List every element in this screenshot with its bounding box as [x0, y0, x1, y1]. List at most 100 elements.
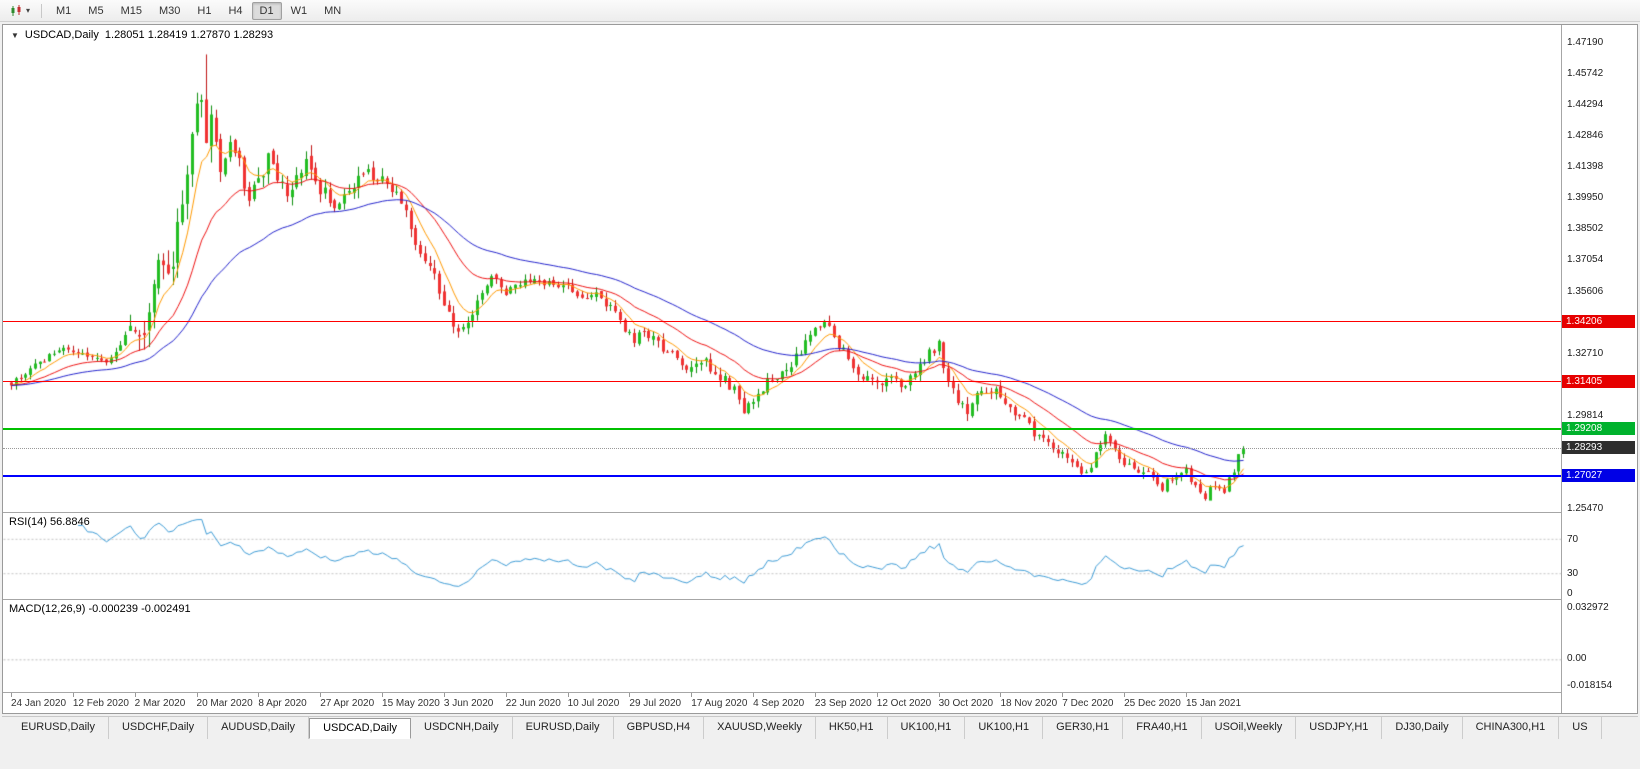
time-axis-tick: [1000, 693, 1002, 697]
toolbar-separator: [41, 3, 43, 18]
price-axis-label: 1.45742: [1567, 68, 1604, 80]
price-axis-label: 1.47190: [1567, 37, 1604, 48]
date-label: 25 Dec 2020: [1124, 698, 1181, 709]
price-axis-label: 1.42846: [1567, 130, 1604, 142]
time-axis-tick: [11, 693, 12, 697]
chart-tab-ger30-h1[interactable]: GER30,H1: [1043, 717, 1124, 739]
chart-tab-usdcnh-daily[interactable]: USDCNH,Daily: [411, 717, 513, 739]
time-axis-tick: [938, 693, 940, 697]
candlestick-chart-icon: [11, 4, 21, 16]
timeframe-button-m5[interactable]: M5: [88, 4, 104, 17]
current-price-line[interactable]: [3, 447, 1561, 449]
chart-tab-gbpusd-h4[interactable]: GBPUSD,H4: [614, 717, 705, 739]
chart-title-overlay: ▼ USDCAD,Daily 1.28051 1.28419 1.27870 1…: [11, 29, 273, 41]
timeframe-button-d1[interactable]: D1: [251, 1, 282, 20]
chart-tab-china300-h1[interactable]: CHINA300,H1: [1463, 717, 1560, 739]
date-label: 2 Mar 2020: [134, 698, 186, 709]
chart-tab-hk50-h1[interactable]: HK50,H1: [816, 717, 888, 739]
price-axis-label: 1.25470: [1567, 503, 1604, 514]
time-axis-tick: [1062, 693, 1064, 697]
timeframe-button-m1[interactable]: M1: [56, 4, 72, 17]
macd-indicator-canvas[interactable]: [3, 600, 1561, 692]
date-label: 10 Jul 2020: [567, 698, 620, 709]
chart-tab-uk100-h1[interactable]: UK100,H1: [888, 717, 966, 739]
chart-tab-usdchf-daily[interactable]: USDCHF,Daily: [109, 717, 209, 739]
price-axis-label: 1.37054: [1567, 254, 1604, 266]
price-axis-separator[interactable]: [1561, 25, 1562, 713]
resistance-line-1-34206[interactable]: [3, 321, 1561, 323]
timeframe-button-mn[interactable]: MN: [324, 4, 342, 17]
time-axis-tick: [629, 693, 631, 697]
price-chart-canvas[interactable]: [3, 25, 1561, 512]
resistance-line-1-31405[interactable]: [3, 381, 1561, 383]
date-label: 24 Jan 2020: [11, 698, 67, 709]
time-axis-tick: [567, 693, 569, 697]
time-axis-tick: [320, 693, 322, 697]
macd-axis-label: 0.032972: [1567, 602, 1609, 613]
time-axis-tick: [1124, 693, 1126, 697]
panel-separator[interactable]: [3, 512, 1637, 513]
price-axis-label: 1.38502: [1567, 223, 1604, 235]
date-label: 17 Aug 2020: [691, 698, 748, 709]
chart-tab-usdjpy-h1[interactable]: USDJPY,H1: [1296, 717, 1383, 739]
time-axis-tick: [196, 693, 198, 697]
time-axis-tick: [382, 693, 384, 697]
date-label: 20 Mar 2020: [196, 698, 253, 709]
price-axis-label: 1.29814: [1567, 409, 1604, 421]
timeframe-button-m15[interactable]: M15: [120, 4, 142, 17]
top-toolbar: ▾ M1 M5 M15 M30 H1 H4 D1 W1 MN: [0, 0, 1640, 22]
chart-window: ▼ USDCAD,Daily 1.28051 1.28419 1.27870 1…: [2, 24, 1638, 714]
price-axis[interactable]: 1.47190 1.45742 1.44294 1.42846 1.41398 1.399…: [1562, 25, 1637, 713]
price-axis-label: 1.41398: [1567, 161, 1604, 173]
date-label: 27 Apr 2020: [320, 698, 375, 709]
date-label: 12 Oct 2020: [876, 698, 932, 709]
date-label: 23 Sep 2020: [814, 698, 872, 709]
rsi-axis-label: 0: [1567, 588, 1573, 599]
rsi-indicator-canvas[interactable]: [3, 513, 1561, 599]
timeframe-button-w1[interactable]: W1: [290, 4, 308, 17]
chart-tab-dj30-daily[interactable]: DJ30,Daily: [1382, 717, 1463, 739]
time-axis-tick: [1185, 693, 1187, 697]
date-label: 22 Jun 2020: [505, 698, 561, 709]
time-axis-tick: [876, 693, 878, 697]
support-line-1-27027[interactable]: [3, 474, 1561, 477]
chart-type-button[interactable]: ▾: [5, 2, 35, 20]
resistance-line-1-34206-price-badge: 1.34206: [1562, 314, 1635, 328]
symbol-dropdown-icon[interactable]: ▼: [11, 30, 19, 40]
macd-axis-label: 0.00: [1567, 653, 1587, 665]
time-axis-tick: [443, 693, 445, 697]
support-line-1-29208-price-badge: 1.29208: [1562, 421, 1635, 435]
price-axis-label: 1.35606: [1567, 285, 1604, 297]
timeframe-button-m30[interactable]: M30: [158, 4, 181, 17]
time-axis-tick: [72, 693, 74, 697]
timeframe-button-group: M1 M5 M15 M30 H1 H4 D1 W1 MN: [48, 1, 349, 20]
chart-tab-eurusd-daily[interactable]: EURUSD,Daily: [513, 717, 614, 739]
ohlc-values-label: 1.28051 1.28419 1.27870 1.28293: [104, 29, 274, 41]
time-axis[interactable]: 24 Jan 2020 12 Feb 2020 2 Mar 2020 20 Mar 2…: [3, 693, 1561, 713]
chart-tab-eurusd-daily[interactable]: EURUSD,Daily: [8, 717, 109, 739]
panel-separator[interactable]: [3, 599, 1637, 600]
support-line-1-27027-price-badge: 1.27027: [1562, 468, 1635, 482]
date-label: 18 Nov 2020: [1000, 698, 1058, 709]
time-axis-tick: [814, 693, 816, 697]
time-axis-separator: [3, 692, 1637, 693]
chart-tab-audusd-daily[interactable]: AUDUSD,Daily: [208, 717, 310, 739]
date-label: 8 Apr 2020: [258, 698, 307, 709]
symbol-timeframe-label: USDCAD,Daily: [24, 29, 99, 41]
price-axis-label: 1.32710: [1567, 347, 1604, 359]
timeframe-button-h4[interactable]: H4: [228, 4, 243, 17]
support-line-1-29208[interactable]: [3, 427, 1561, 430]
chart-tab-xauusd-weekly[interactable]: XAUUSD,Weekly: [704, 717, 816, 739]
timeframe-button-h1[interactable]: H1: [197, 4, 212, 17]
chart-tab-us[interactable]: US: [1559, 717, 1602, 739]
dropdown-caret-icon: ▾: [26, 6, 31, 15]
chart-tab-usoil-weekly[interactable]: USOil,Weekly: [1202, 717, 1297, 739]
price-axis-label: 1.44294: [1567, 99, 1604, 111]
current-price-line-price-badge: 1.28293: [1562, 441, 1635, 455]
chart-tab-fra40-h1[interactable]: FRA40,H1: [1123, 717, 1202, 739]
date-label: 12 Feb 2020: [72, 698, 129, 709]
chart-tab-uk100-h1[interactable]: UK100,H1: [965, 717, 1044, 739]
chart-tab-bar: EURUSD,Daily USDCHF,Daily AUDUSD,Daily USDC…: [2, 716, 1638, 739]
chart-tab-usdcad-daily[interactable]: USDCAD,Daily: [309, 718, 412, 739]
time-axis-tick: [691, 693, 693, 697]
